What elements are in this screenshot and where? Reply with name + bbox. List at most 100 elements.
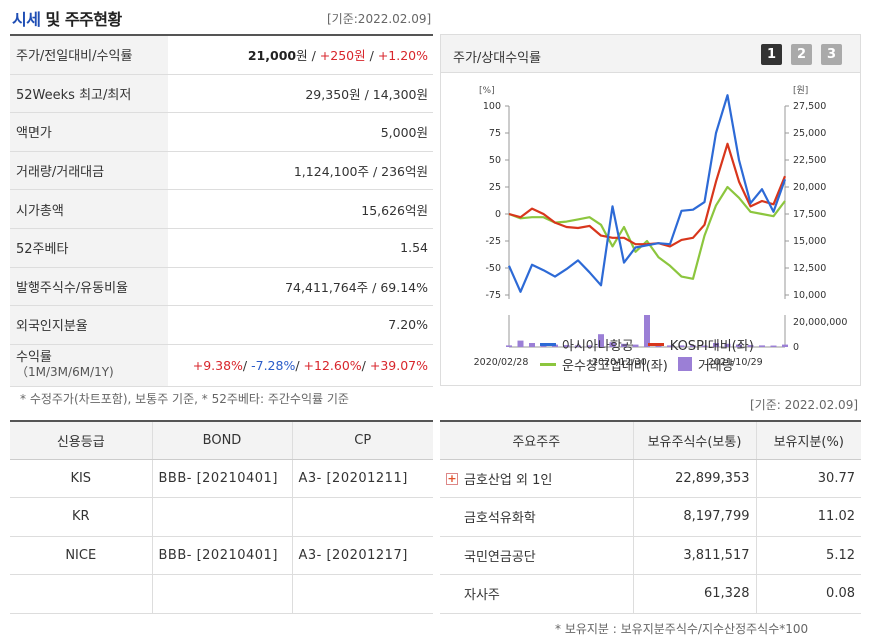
volume-bar [563,345,570,347]
page-button-3[interactable]: 3 [821,44,842,65]
table-row: KR [10,497,433,537]
volume-tick-label: 0 [793,342,799,353]
left-tick-label: 100 [483,101,501,112]
column-header: 보유지분(%) [756,421,861,460]
left-tick-label: -50 [485,263,501,274]
column-header: BOND [152,421,293,460]
volume-bar [724,343,731,347]
x-tick-label: 2020/02/28 [474,357,529,368]
pct-cell: 0.08 [756,574,861,614]
row-label: 주가/전일대비/수익률 [10,36,168,74]
pct-cell: 11.02 [756,497,861,537]
row-label: 액면가 [10,113,168,151]
volume-tick-label: 20,000,000 [793,317,847,328]
volume-bar [621,343,627,347]
row-value: 15,626억원 [361,202,428,218]
holder-name-cell: 금호석유화학 [440,497,634,537]
pct-cell: 30.77 [756,459,861,498]
reference-date-right: [기준: 2022.02.09] [750,398,859,412]
column-header: 신용등급 [10,421,153,460]
shares-cell: 61,328 [633,574,757,614]
table-row: 금호석유화학 8,197,799 11.02 [440,497,861,537]
right-tick-label: 27,500 [793,101,826,112]
row-value: 1.54 [400,240,428,256]
left-unit-label: [%] [479,86,495,96]
bond-cell: BBB- [20210401] [152,459,293,498]
volume-bar [517,340,524,347]
table-row: + 금호산업 외 1인 22,899,353 30.77 [440,459,861,498]
volume-bar [598,334,604,347]
agency-cell: NICE [10,536,153,575]
left-tick-label: 25 [489,182,501,193]
page-title: 시세 및 주주현황 [12,10,122,29]
bond-cell: BBB- [20210401] [152,536,293,575]
table-row: 52주베타 1.54 [10,228,433,268]
volume-bar [690,345,696,347]
expand-plus-icon[interactable]: + [446,471,458,485]
bond-cell [152,497,293,537]
table-header-row: 주요주주 보유주식수(보통) 보유지분(%) [440,421,861,460]
left-tick-label: 0 [495,209,501,220]
row-label: 수익률 （1M/3M/6M/1Y) [10,344,168,386]
table-row: 외국인지분율 7.20% [10,306,433,345]
holder-name: 금호산업 외 1인 [464,472,553,488]
x-tick-label: 2021/10/29 [708,357,763,368]
quote-summary-table: 주가/전일대비/수익률 21,000원 / +250원 / +1.20% 52W… [10,34,433,387]
left-tick-label: -75 [485,290,501,301]
row-label: 거래량/거래대금 [10,151,168,190]
volume-bar [632,344,639,347]
cp-cell [292,574,433,614]
table-header-row: 신용등급 BOND CP [10,421,433,460]
chart-legend: 아시아나항공 KOSPI대비(좌) 운수창고업대비(좌) 거래량 [540,334,860,374]
table-row: 주가/전일대비/수익률 21,000원 / +250원 / +1.20% [10,36,433,75]
right-tick-label: 12,500 [793,263,826,274]
reference-date: [기준:2022.02.09] [327,12,432,26]
row-label: 52Weeks 최고/최저 [10,74,168,113]
credit-rating-table: 신용등급 BOND CP KIS BBB- [20210401] A3- [2020… [10,420,433,614]
legend-swatch [647,342,664,346]
column-header: 주요주주 [440,421,634,460]
chart-title: 주가/상대수익률 [453,51,542,66]
volume-bar [678,345,685,347]
row-value: 5,000원 [380,125,428,141]
volume-bar [667,345,673,347]
left-tick-label: -25 [485,236,501,247]
row-label: 외국인지분율 [10,306,168,344]
right-tick-label: 25,000 [793,128,826,139]
volume-bar [655,344,662,347]
x-tick-label: 2020/12/30 [592,357,647,368]
legend-label: 거래량 [697,358,734,374]
bond-cell [152,574,293,614]
table-row [10,574,433,614]
right-tick-label: 20,000 [793,182,826,193]
volume-bar [782,344,788,347]
row-value: 29,350원 / 14,300원 [305,86,428,102]
price-chart: [%] [원] 100 75 50 25 0 -25 -50 -75 27,500 25,000 22,… [474,85,848,368]
legend-swatch [540,342,556,346]
legend-label: KOSPI대비(좌) [669,338,754,354]
right-tick-label: 15,000 [793,236,826,247]
right-tick-label: 10,000 [793,290,826,301]
table-row: 52Weeks 최고/최저 29,350원 / 14,300원 [10,74,433,114]
returns-value: +9.38%/ -7.28%/ +12.60%/ +39.07% [192,357,428,373]
column-header: 보유주식수(보통) [633,421,757,460]
volume-bar [506,345,512,347]
volume-bar [552,344,558,347]
row-label: 발행주식수/유동비율 [10,267,168,306]
footnote-right: * 보유지분 : 보유지분주식수/지수산정주식수*100 [555,622,809,636]
volume-bar [736,344,742,347]
holder-name-cell: + 금호산업 외 1인 [440,459,634,498]
page-button-2[interactable]: 2 [791,44,812,65]
legend-swatch [677,357,692,371]
page-button-1[interactable]: 1 [761,44,782,65]
row-value: 1,124,100주 / 236억원 [293,164,428,180]
shares-cell: 22,899,353 [633,459,757,498]
right-tick-label: 22,500 [793,155,826,166]
legend-swatch [540,362,556,366]
shares-cell: 3,811,517 [633,536,757,575]
volume-bar [747,345,754,347]
stock-price-line [507,94,787,293]
agency-cell: KR [10,497,153,537]
holder-name-cell: 자사주 [440,574,634,614]
table-row: 액면가 5,000원 [10,113,433,152]
